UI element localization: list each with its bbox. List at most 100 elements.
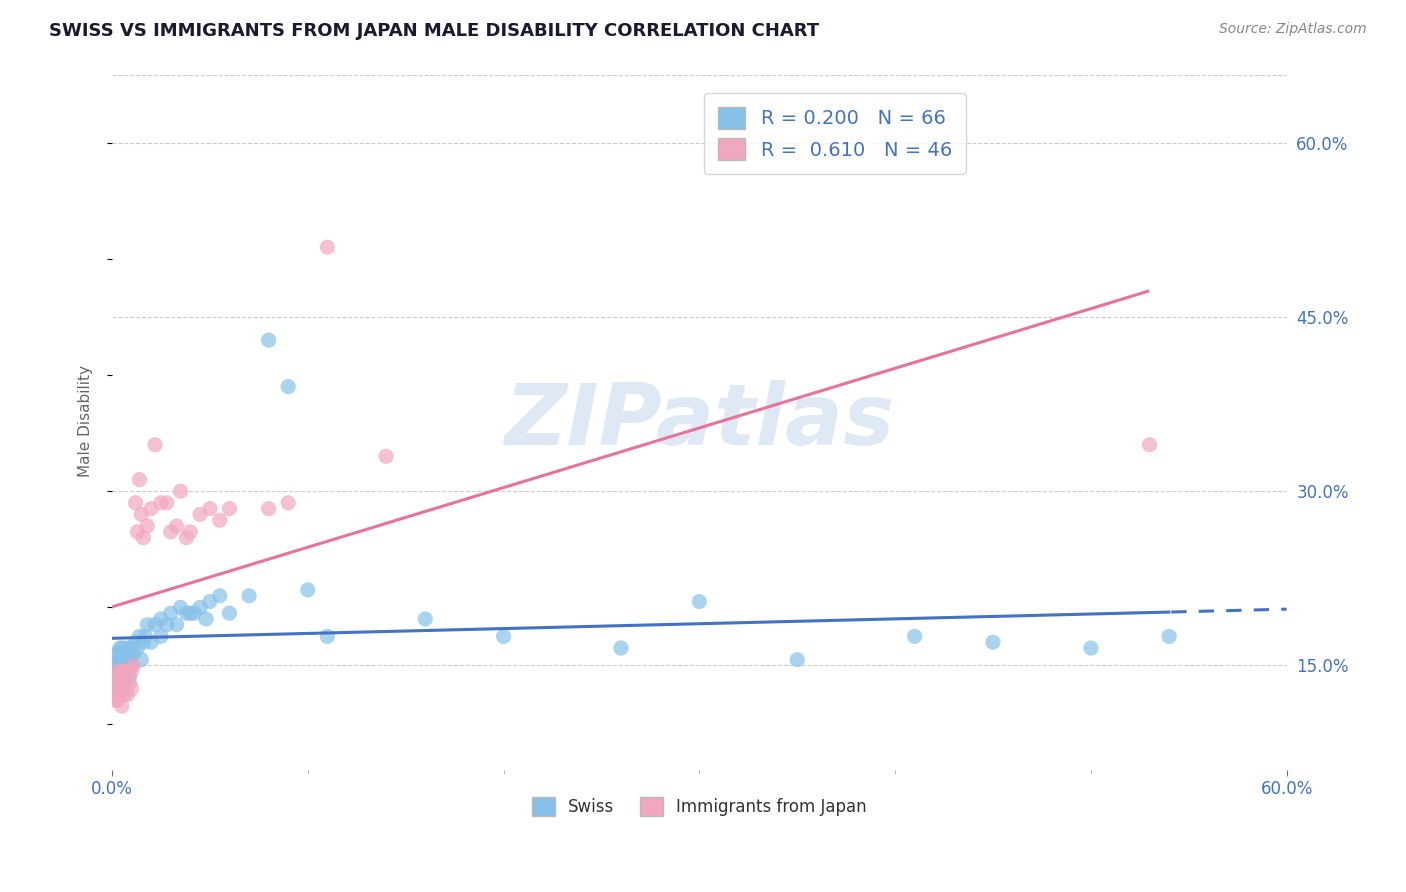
Point <box>198 594 221 608</box>
Point <box>117 665 139 679</box>
Point <box>108 688 131 702</box>
Point <box>1159 629 1181 643</box>
Point <box>121 681 143 696</box>
Point <box>118 676 141 690</box>
Point <box>118 670 141 684</box>
Point <box>103 693 125 707</box>
Point <box>198 501 221 516</box>
Y-axis label: Male Disability: Male Disability <box>79 366 93 477</box>
Point <box>127 640 149 655</box>
Point <box>238 589 260 603</box>
Point <box>257 501 280 516</box>
Point <box>188 600 211 615</box>
Point <box>176 606 198 620</box>
Point <box>122 658 145 673</box>
Point <box>103 681 125 696</box>
Point <box>218 501 240 516</box>
Point <box>114 670 136 684</box>
Point <box>149 629 172 643</box>
Point <box>107 658 129 673</box>
Point <box>786 653 808 667</box>
Point <box>122 647 145 661</box>
Point <box>111 640 134 655</box>
Point <box>169 484 191 499</box>
Point <box>316 629 339 643</box>
Point <box>156 496 179 510</box>
Point <box>114 681 136 696</box>
Point <box>111 653 134 667</box>
Point <box>117 665 139 679</box>
Point <box>277 379 299 393</box>
Point <box>124 635 146 649</box>
Point <box>166 617 188 632</box>
Point <box>108 640 131 655</box>
Point <box>143 617 166 632</box>
Point <box>1139 438 1161 452</box>
Point <box>114 653 136 667</box>
Point <box>121 665 143 679</box>
Text: SWISS VS IMMIGRANTS FROM JAPAN MALE DISABILITY CORRELATION CHART: SWISS VS IMMIGRANTS FROM JAPAN MALE DISA… <box>49 22 820 40</box>
Point <box>208 513 231 527</box>
Text: ZIPatlas: ZIPatlas <box>505 380 894 463</box>
Point <box>131 508 153 522</box>
Point <box>149 496 172 510</box>
Point <box>128 473 150 487</box>
Point <box>112 647 135 661</box>
Point <box>141 635 163 649</box>
Point <box>104 670 127 684</box>
Point <box>104 658 127 673</box>
Text: Source: ZipAtlas.com: Source: ZipAtlas.com <box>1219 22 1367 37</box>
Point <box>183 606 205 620</box>
Point <box>176 531 198 545</box>
Point <box>218 606 240 620</box>
Point <box>159 606 181 620</box>
Point <box>112 676 135 690</box>
Point <box>316 240 339 254</box>
Point <box>179 524 201 539</box>
Point <box>375 450 398 464</box>
Legend: Swiss, Immigrants from Japan: Swiss, Immigrants from Japan <box>523 789 876 824</box>
Point <box>114 665 136 679</box>
Point <box>117 688 139 702</box>
Point <box>610 640 633 655</box>
Point <box>141 501 163 516</box>
Point <box>121 658 143 673</box>
Point <box>1080 640 1102 655</box>
Point <box>127 524 149 539</box>
Point <box>136 617 159 632</box>
Point <box>981 635 1004 649</box>
Point <box>132 635 155 649</box>
Point <box>124 496 146 510</box>
Point <box>112 688 135 702</box>
Point <box>103 681 125 696</box>
Point <box>107 665 129 679</box>
Point <box>195 612 218 626</box>
Point <box>111 665 134 679</box>
Point <box>492 629 515 643</box>
Point <box>904 629 927 643</box>
Point <box>112 670 135 684</box>
Point <box>131 653 153 667</box>
Point <box>111 665 134 679</box>
Point <box>166 519 188 533</box>
Point <box>104 670 127 684</box>
Point <box>108 670 131 684</box>
Point <box>149 612 172 626</box>
Point <box>297 582 319 597</box>
Point <box>277 496 299 510</box>
Point <box>688 594 710 608</box>
Point <box>111 699 134 714</box>
Point <box>103 665 125 679</box>
Point <box>179 606 201 620</box>
Point <box>107 676 129 690</box>
Point <box>104 688 127 702</box>
Point <box>118 640 141 655</box>
Point <box>112 658 135 673</box>
Point <box>107 647 129 661</box>
Point <box>413 612 436 626</box>
Point <box>159 524 181 539</box>
Point <box>257 333 280 347</box>
Point <box>107 676 129 690</box>
Point <box>108 670 131 684</box>
Point <box>121 640 143 655</box>
